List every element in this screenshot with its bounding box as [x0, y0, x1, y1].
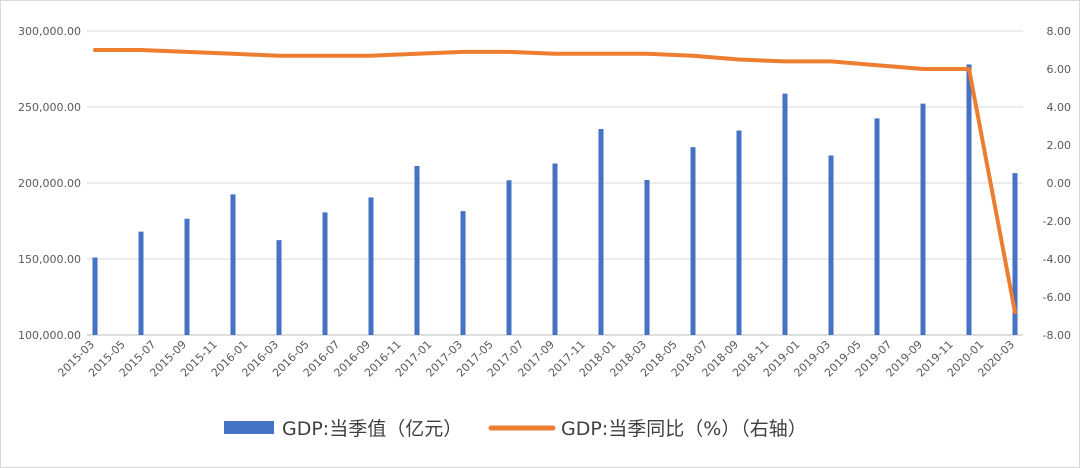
bar [828, 155, 834, 335]
right-axis-tick-label: 6.00 [1047, 63, 1072, 76]
left-axis-tick-label: 100,000.00 [18, 329, 81, 342]
bar [414, 165, 420, 335]
line-point [967, 67, 971, 71]
line-point [185, 50, 189, 54]
line-point [875, 63, 879, 67]
bar [782, 93, 788, 336]
left-axis-tick-label: 150,000.00 [18, 253, 81, 266]
bar [506, 180, 512, 335]
line-point [737, 58, 741, 61]
right-axis-tick-label: 8.00 [1047, 25, 1072, 38]
left-axis-ticks: 100,000.00 150,000.00 200,000.00 250,000.00… [18, 25, 81, 342]
left-axis-tick-label: 250,000.00 [18, 101, 81, 114]
line-point [783, 59, 787, 63]
right-axis-tick-label: -8.00 [1043, 329, 1071, 342]
bar [138, 231, 144, 335]
line-point [507, 50, 511, 54]
line-point [93, 48, 97, 52]
bar [368, 197, 374, 335]
line-point [323, 54, 327, 58]
right-axis-tick-label: -6.00 [1043, 291, 1071, 304]
bar [874, 118, 880, 336]
bar [644, 179, 650, 335]
line-point [277, 54, 281, 58]
legend-line-label: GDP:当季同比（%）（右轴） [561, 418, 807, 440]
left-axis-tick-label: 200,000.00 [18, 177, 81, 190]
bar [966, 64, 972, 335]
left-axis-tick-label: 300,000.00 [18, 25, 81, 38]
line-point [921, 67, 925, 71]
legend-bar-label: GDP:当季值（亿元） [282, 418, 462, 440]
bar [184, 218, 190, 335]
bar [230, 194, 236, 335]
legend: GDP:当季值（亿元） GDP:当季同比（%）（右轴） [224, 418, 807, 440]
line-point [599, 52, 603, 56]
line-point [231, 52, 235, 56]
line-point [691, 54, 695, 58]
bar [920, 103, 926, 335]
line-point [461, 50, 465, 54]
bar [690, 147, 696, 335]
right-axis-tick-label: -2.00 [1043, 215, 1071, 228]
right-axis-tick-label: 0.00 [1047, 177, 1072, 190]
bar [92, 257, 98, 335]
line-point [829, 59, 833, 63]
bar [460, 211, 466, 335]
x-axis-ticks: 2015-032015-052015-072015-092015-112016-… [55, 338, 1017, 380]
line-point [369, 54, 373, 58]
line-series [93, 48, 1017, 315]
right-axis-tick-label: -4.00 [1043, 253, 1071, 266]
bar-series [92, 64, 1018, 336]
bar [1012, 173, 1018, 335]
bar [322, 212, 328, 335]
right-axis-ticks: -8.00 -6.00 -4.00 -2.00 0.00 2.00 4.00 6.00 8.00 [1043, 25, 1071, 342]
line-point [1013, 310, 1017, 314]
right-axis-tick-label: 2.00 [1047, 139, 1072, 152]
line-point [139, 48, 143, 52]
right-axis-tick-label: 4.00 [1047, 101, 1072, 114]
line-point [415, 52, 419, 56]
bar [598, 129, 604, 335]
bar [276, 240, 282, 335]
bar [552, 163, 558, 335]
bar [736, 130, 742, 335]
line-point [645, 52, 649, 56]
legend-bar-swatch [224, 421, 274, 434]
line-point [553, 52, 557, 56]
